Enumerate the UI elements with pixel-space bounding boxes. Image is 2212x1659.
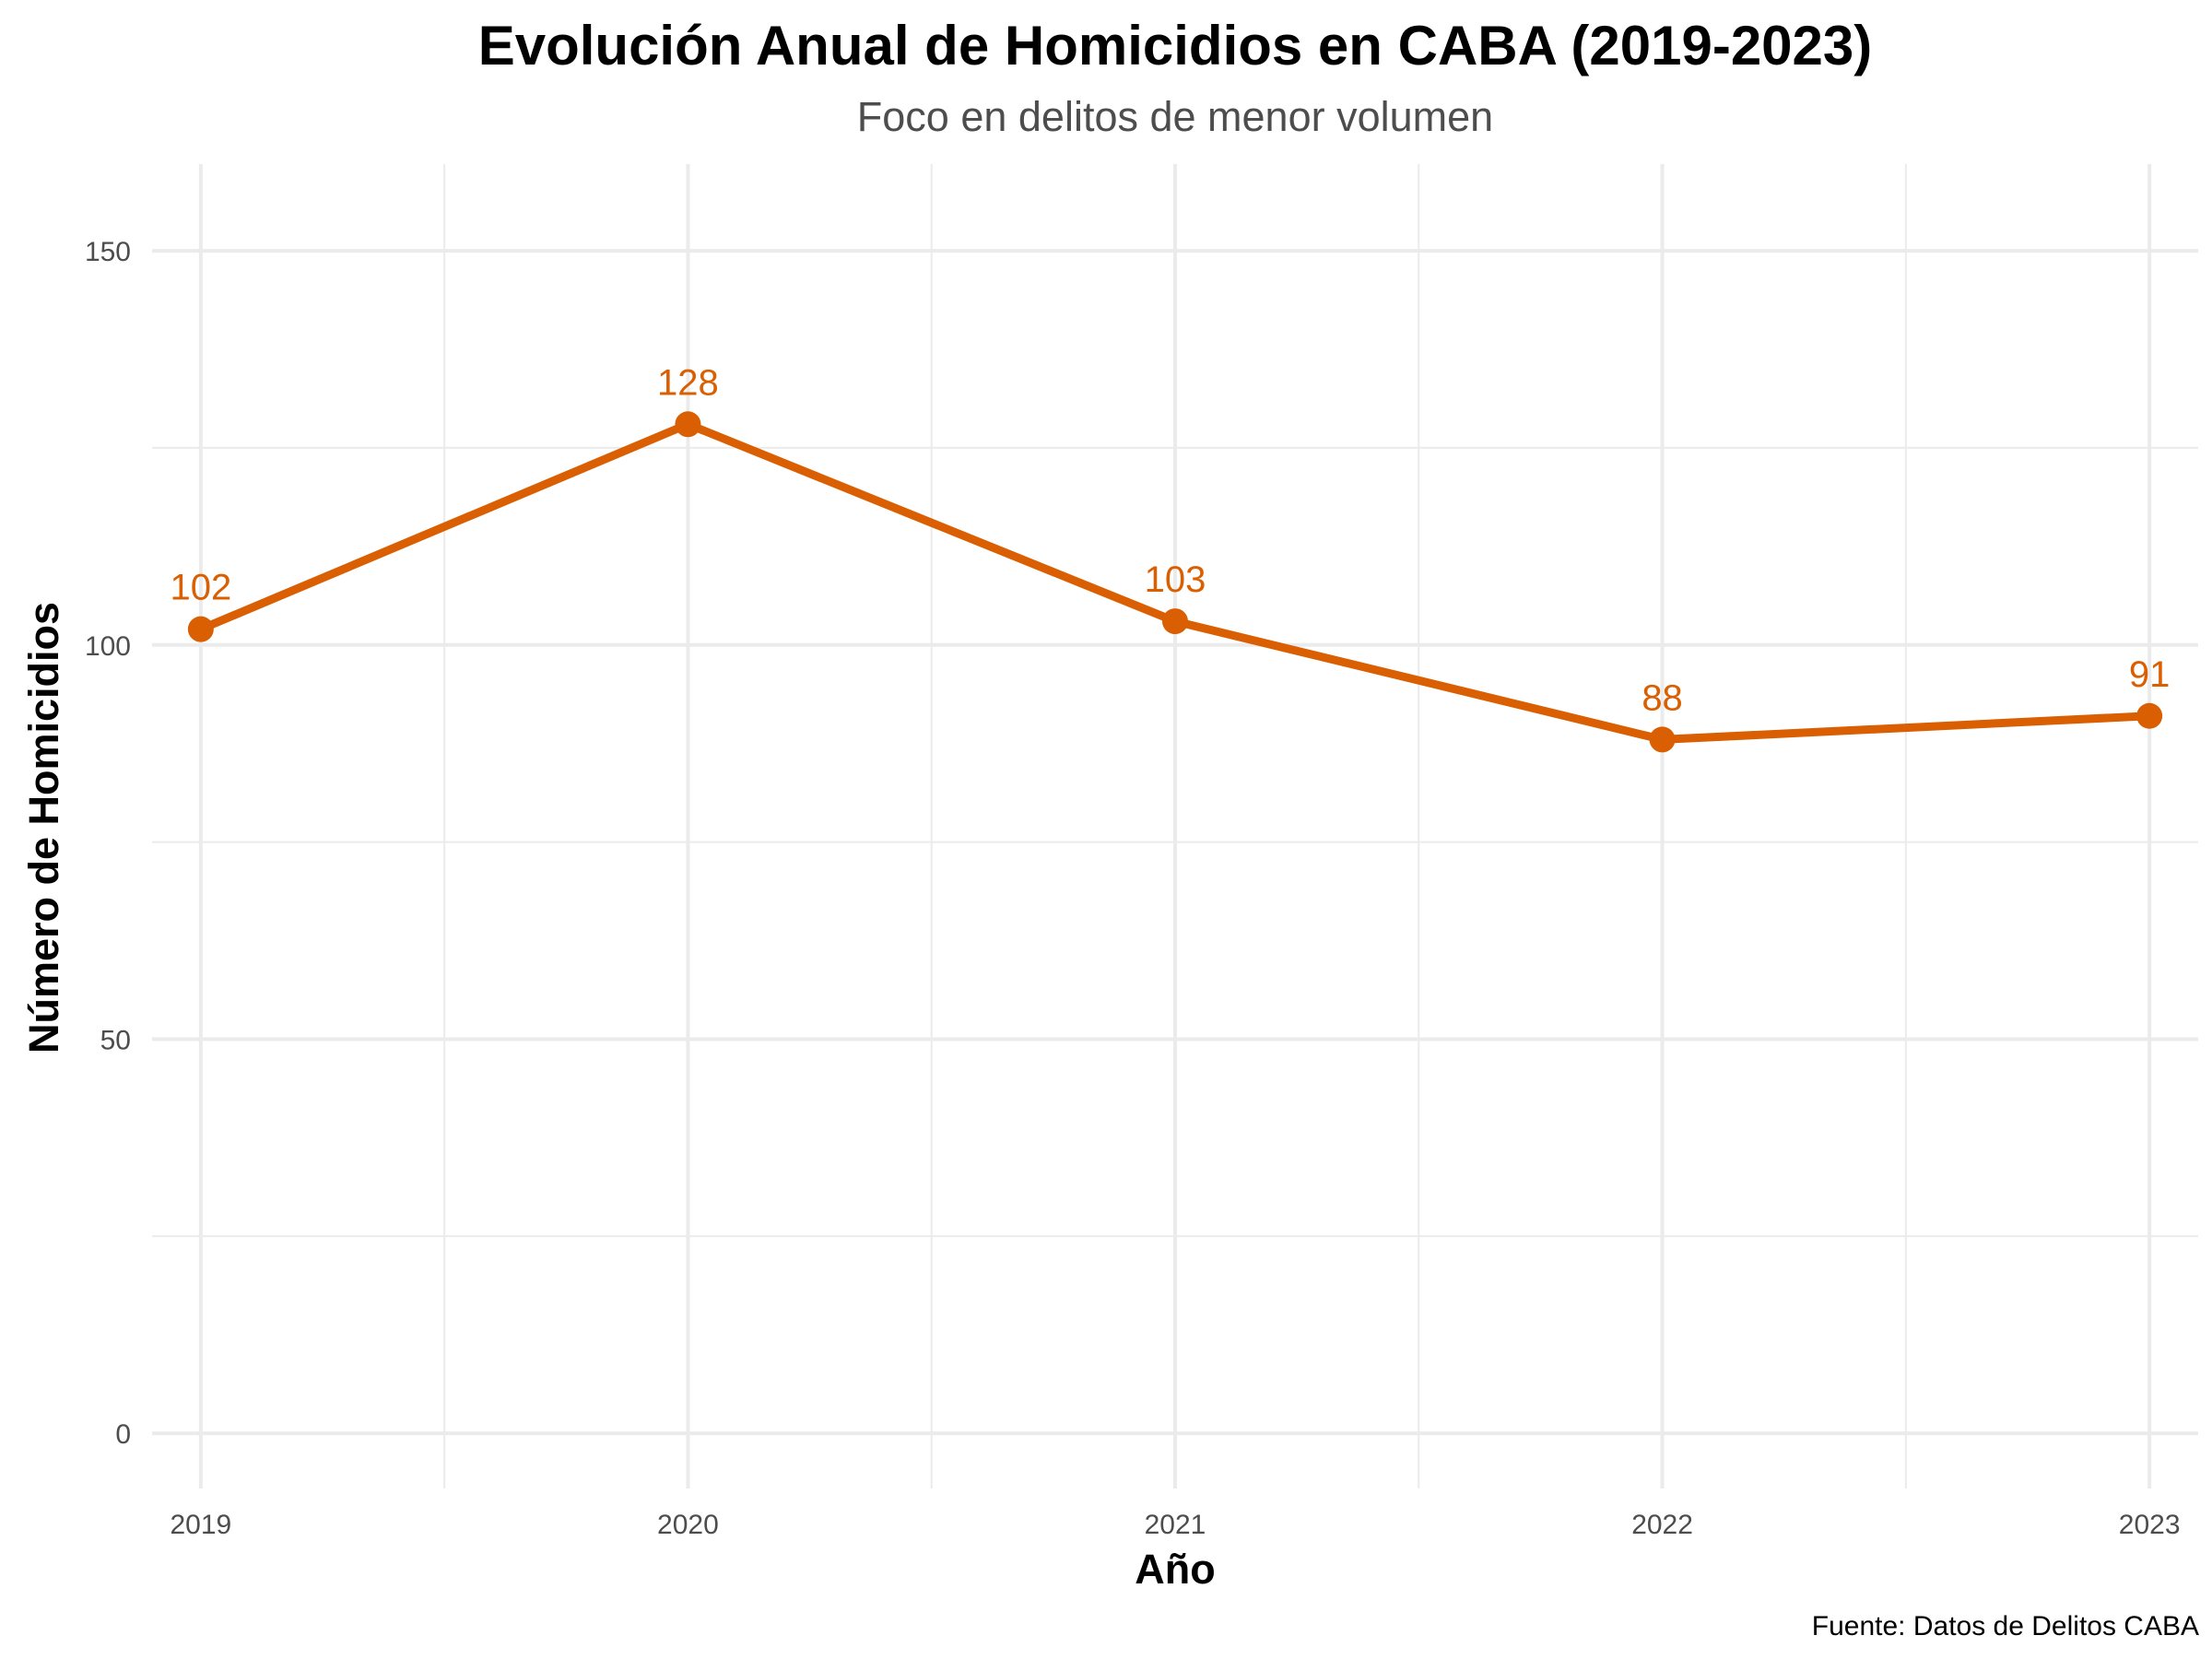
data-point-2023 [2136,702,2163,729]
series-group [187,411,2163,753]
x-tick-label: 2020 [657,1510,719,1540]
data-label-2022: 88 [1641,677,1683,718]
x-axis-ticks: 2019 2020 2021 2022 2023 [170,1510,2180,1540]
data-label-2020: 128 [657,362,719,403]
data-label-2023: 91 [2129,654,2171,695]
y-tick-label: 50 [100,1025,131,1055]
x-tick-label: 2023 [2119,1510,2181,1540]
x-axis-title: Año [1135,1546,1215,1593]
x-tick-label: 2022 [1631,1510,1693,1540]
y-axis-ticks: 0 50 100 150 [85,237,131,1450]
data-point-2021 [1162,608,1188,635]
chart-subtitle: Foco en delitos de menor volumen [857,93,1493,140]
y-tick-label: 0 [115,1419,131,1450]
y-axis-title: Número de Homicidios [20,602,67,1053]
chart-title: Evolución Anual de Homicidios en CABA (2… [478,15,1873,76]
grid-major [152,164,2198,1488]
data-label-2019: 102 [170,568,231,608]
y-tick-label: 100 [85,631,131,662]
data-point-2019 [187,616,214,642]
data-labels: 102 128 103 88 91 [170,362,2170,718]
x-tick-label: 2021 [1145,1510,1206,1540]
chart-caption: Fuente: Datos de Delitos CABA [1812,1611,2199,1641]
x-tick-label: 2019 [170,1510,231,1540]
data-point-2020 [675,411,701,438]
data-point-2022 [1649,726,1676,753]
y-tick-label: 150 [85,237,131,267]
data-label-2021: 103 [1145,559,1206,600]
